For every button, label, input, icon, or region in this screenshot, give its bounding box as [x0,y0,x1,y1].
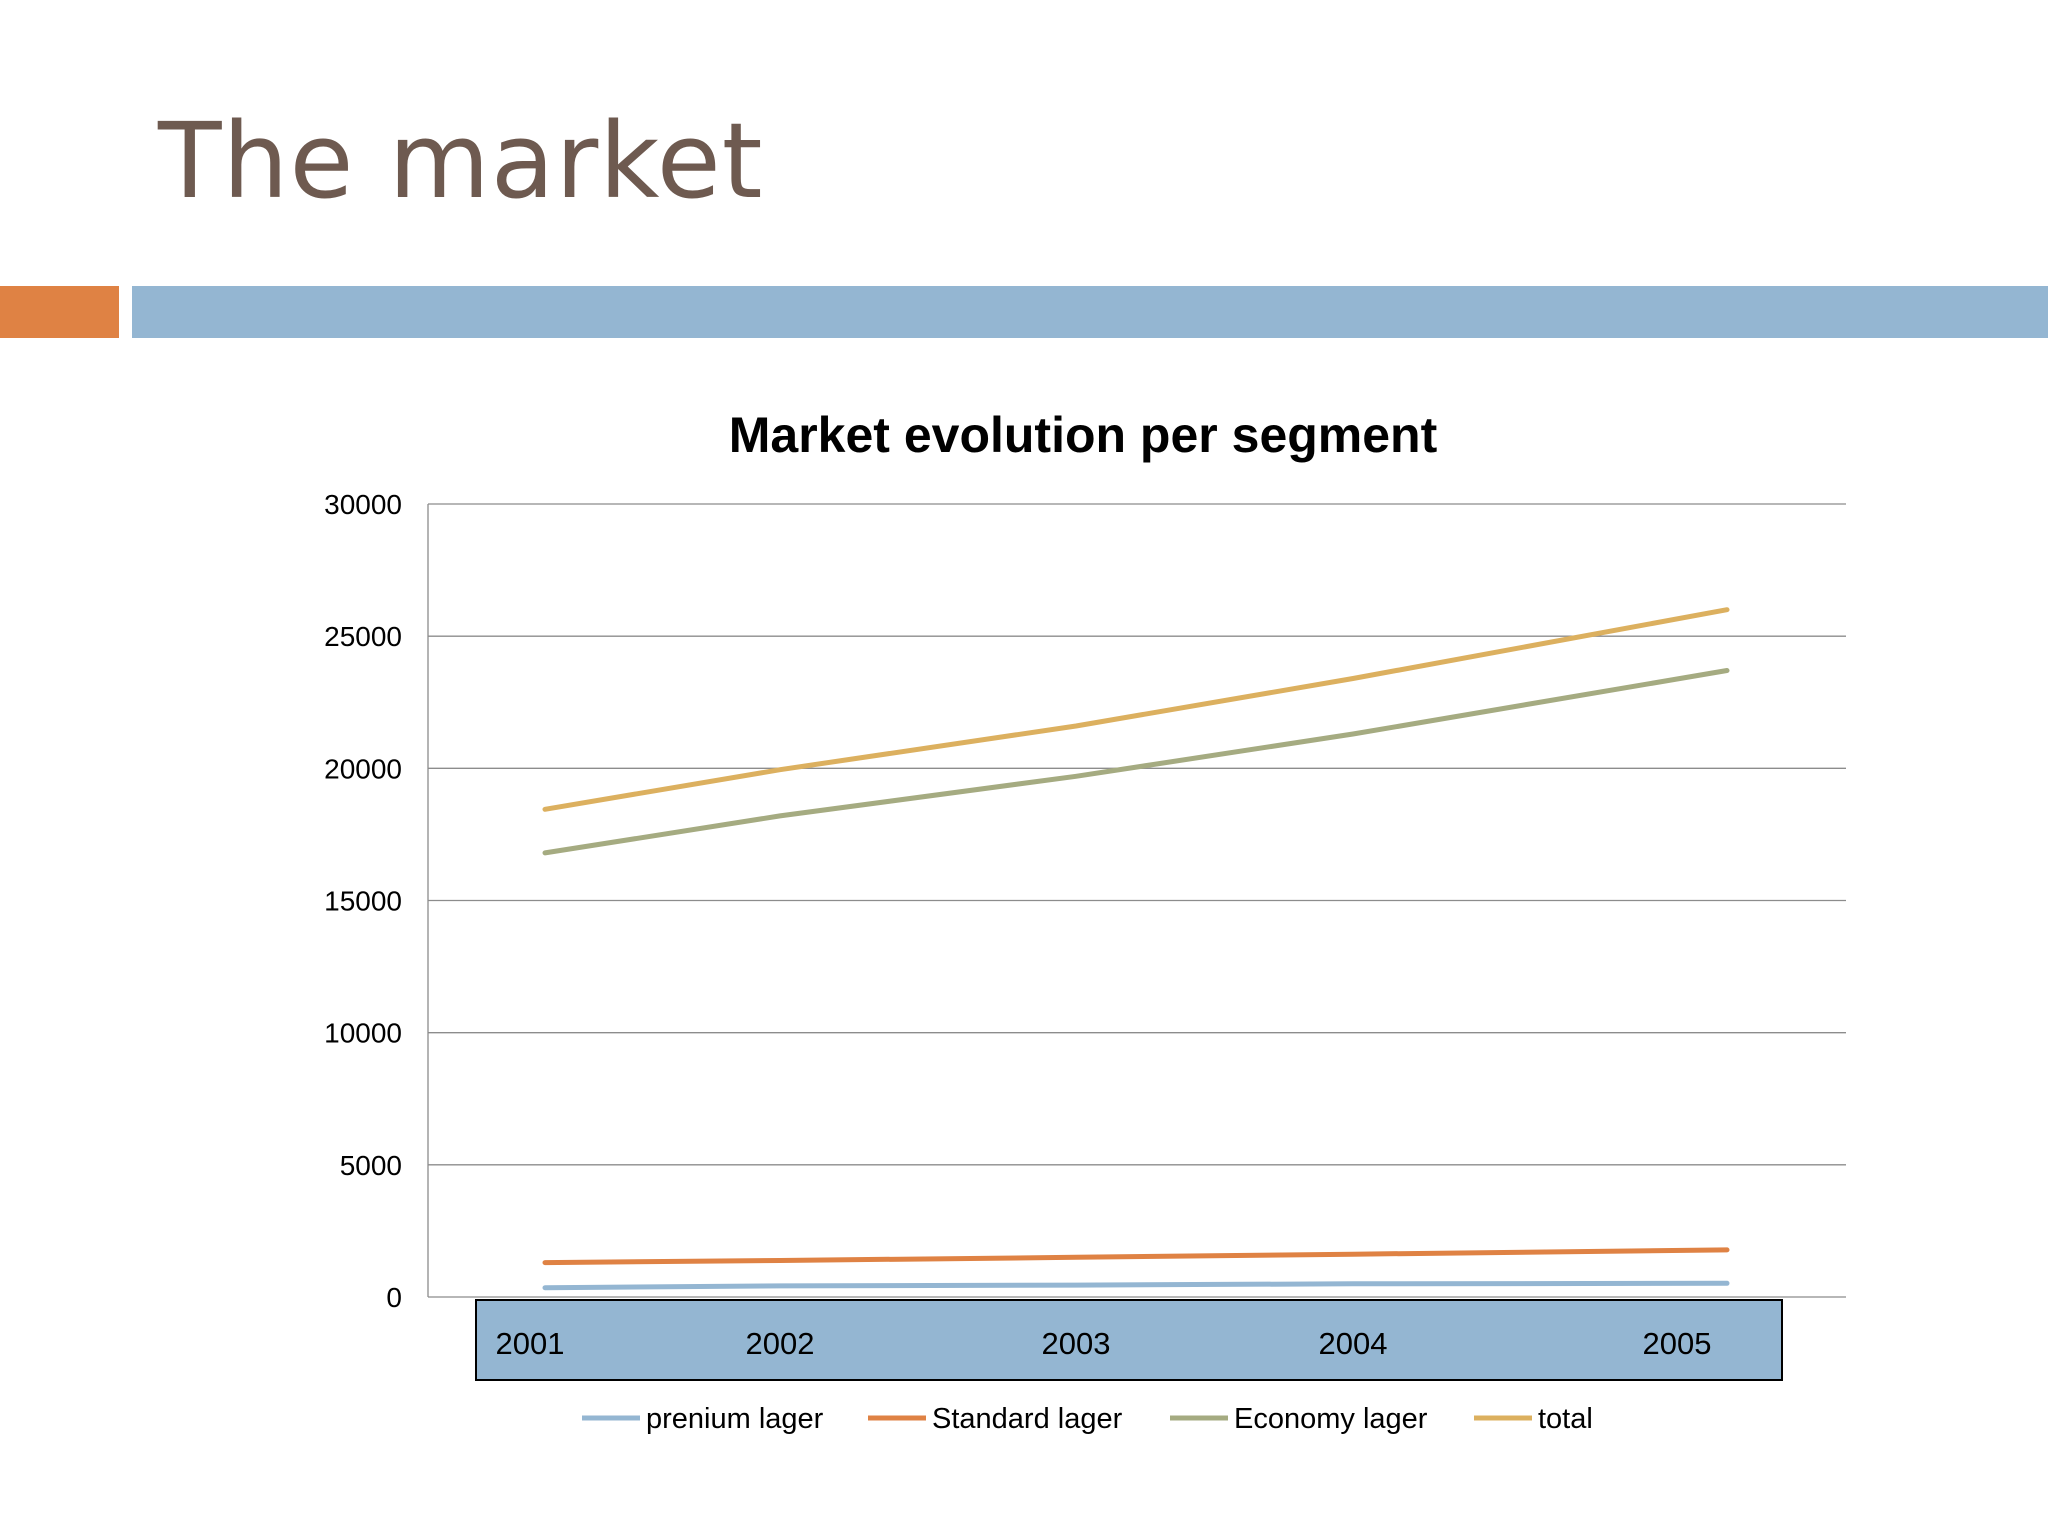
x-tick-label: 2001 [496,1326,565,1361]
legend-label: prenium lager [646,1403,824,1435]
legend-label: total [1538,1403,1593,1435]
x-tick-label: 2004 [1319,1326,1388,1361]
accent-bar-orange [0,286,119,338]
legend: prenium lager Standard lager Economy lager… [582,1403,1593,1435]
legend-label: Economy lager [1234,1403,1428,1435]
slide-title: The market [158,100,764,222]
y-tick-label: 5000 [340,1150,402,1181]
y-tick-label: 15000 [324,886,402,917]
y-tick-label: 0 [386,1282,402,1313]
x-axis-band [475,1299,1783,1381]
series-line-0 [542,1280,1730,1291]
series-lines [542,607,1730,1291]
y-tick-label: 30000 [324,489,402,520]
gridlines [427,503,1846,1298]
chart-title: Market evolution per segment [729,407,1438,463]
legend-label: Standard lager [932,1403,1123,1435]
accent-bar-blue [132,286,2048,338]
y-tick-label: 10000 [324,1018,402,1049]
y-tick-label: 25000 [324,621,402,652]
series-line-1 [542,1247,1730,1266]
y-axis-ticks: 0 5000 10000 15000 20000 25000 30000 [324,489,402,1313]
y-tick-label: 20000 [324,753,402,784]
series-line-2 [542,668,1730,856]
series-line-3 [542,607,1730,812]
x-tick-label: 2003 [1042,1326,1111,1361]
x-axis: 2001 2002 2003 2004 2005 [475,1299,1783,1381]
x-tick-label: 2005 [1643,1326,1712,1361]
x-tick-label: 2002 [746,1326,815,1361]
